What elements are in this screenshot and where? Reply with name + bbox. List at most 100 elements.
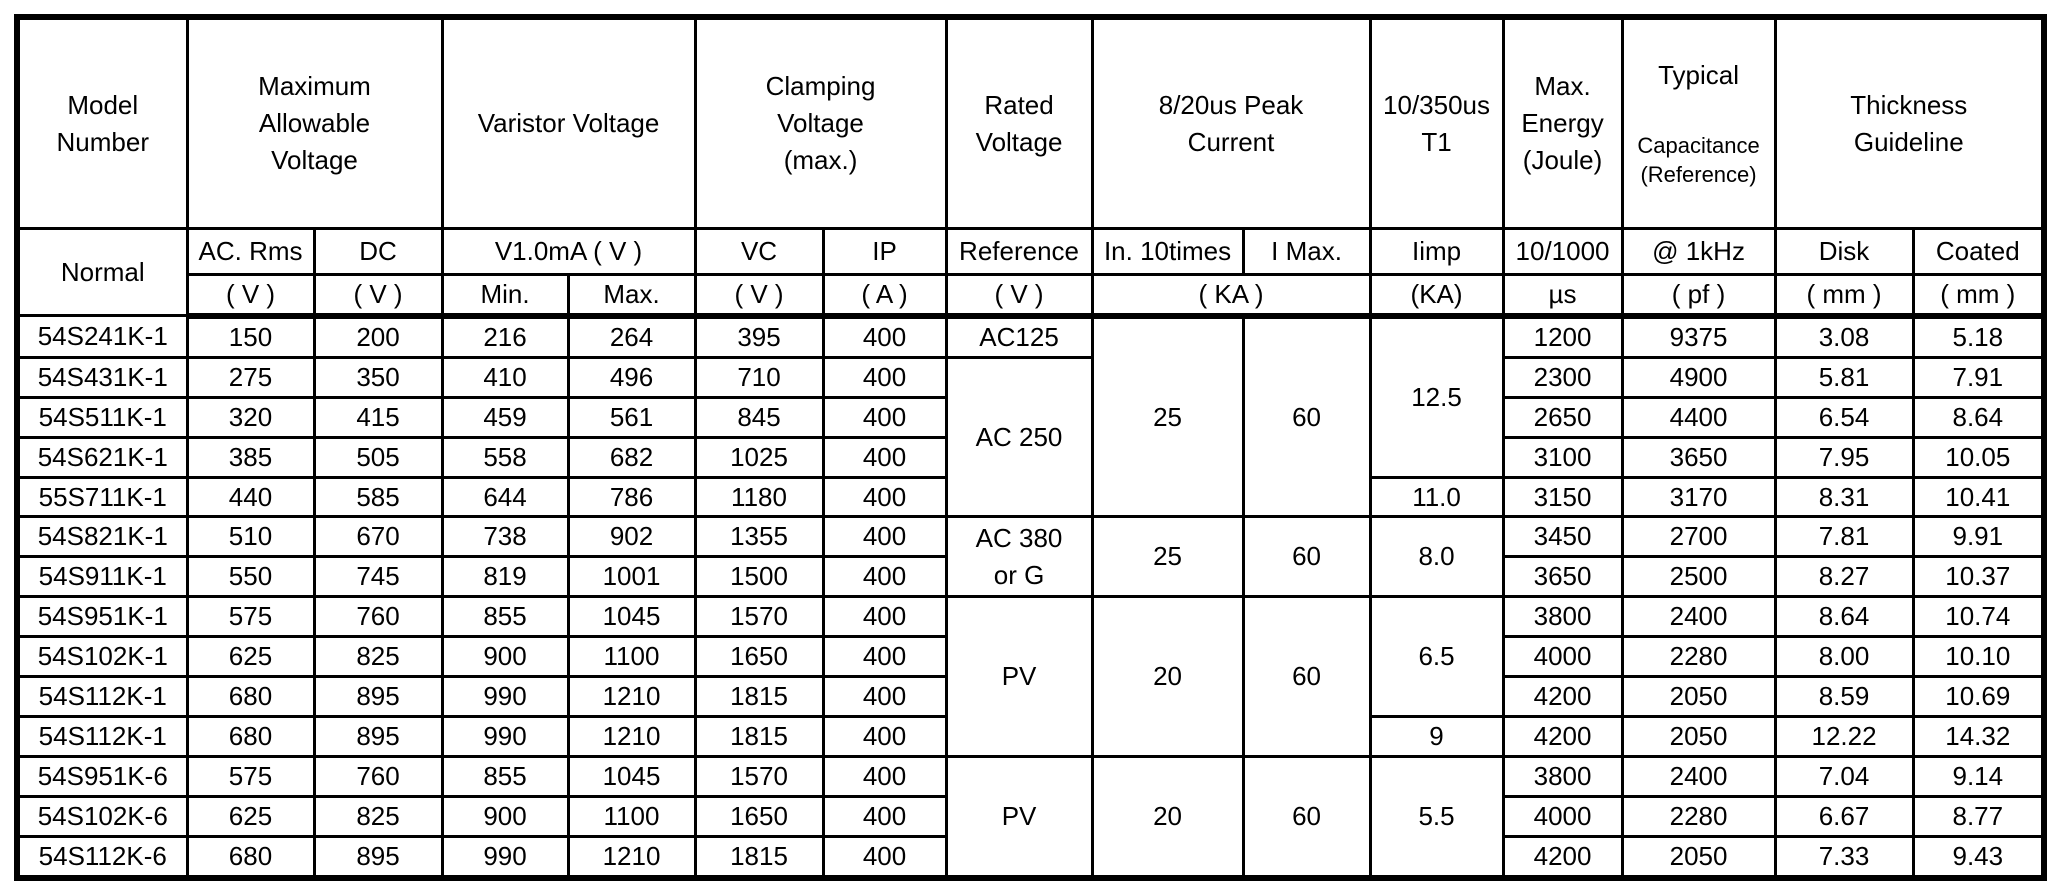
table-row: 54S112K-1 680 895 990 1210 1815 400 4200… (15, 675, 2046, 718)
table-row: 54S102K-1 625 825 900 1100 1650 400 4000… (15, 635, 2046, 679)
table-row: 54S241K-1 150 200 216 264 395 400 AC125 … (15, 314, 2046, 519)
subheader-i-max: I Max. (1241, 227, 1372, 276)
subheader-10-1000: 10/1000 (1501, 227, 1624, 276)
cell-model: 54S112K-6 (15, 834, 189, 880)
cell-ip: 400 (821, 834, 948, 880)
cell-vmin: 819 (440, 555, 570, 599)
header-row-groups: Model Number Maximum Allowable Voltage V… (15, 15, 2046, 230)
cell-disk: 7.33 (1773, 834, 1915, 880)
subheader-iimp: Iimp (1368, 227, 1505, 276)
unit-max: Max. (566, 272, 697, 319)
cell-ip: 400 (821, 435, 948, 479)
cell-coated: 10.41 (1911, 475, 2046, 519)
cell-dc: 200 (312, 314, 444, 359)
subheader-disk: Disk (1773, 227, 1915, 276)
cell-ip: 400 (821, 635, 948, 679)
header-row-units: ( V ) ( V ) Min. Max. ( V ) ( A ) ( V ) … (17, 272, 2046, 319)
cell-vc: 1025 (693, 435, 825, 479)
cell-ac-rms: 275 (185, 355, 316, 399)
cell-energy: 4200 (1501, 834, 1624, 880)
cell-model: 54S241K-1 (15, 314, 189, 359)
cell-reference-group: AC 250 (944, 355, 1094, 519)
cell-vc: 1570 (693, 595, 825, 639)
cell-vc: 1570 (693, 754, 825, 798)
cell-in10times-group: 25 (1090, 515, 1245, 599)
cell-capacitance: 2050 (1620, 714, 1777, 758)
cell-coated: 9.14 (1911, 754, 2046, 798)
unit-dc-v: ( V ) (312, 272, 444, 319)
cell-ac-rms: 440 (185, 475, 316, 519)
subheader-in-10times: In. 10times (1090, 227, 1245, 276)
cell-capacitance: 2400 (1620, 754, 1777, 798)
unit-iimp-ka: (KA) (1368, 272, 1505, 319)
cell-imax-group: 60 (1241, 515, 1372, 599)
cell-vc: 1815 (693, 675, 825, 718)
unit-min: Min. (440, 272, 570, 319)
cell-energy: 2650 (1501, 395, 1624, 439)
cell-vmax: 1100 (566, 794, 697, 838)
cell-disk: 7.04 (1773, 754, 1915, 798)
cell-vmin: 216 (440, 314, 570, 359)
header-clamping-voltage: Clamping Voltage (max.) (693, 15, 948, 230)
cell-dc: 505 (312, 435, 444, 479)
unit-ip-a: ( A ) (821, 272, 948, 319)
cell-ip: 400 (821, 475, 948, 519)
header-model-number: Model Number (15, 15, 189, 230)
cell-dc: 585 (312, 475, 444, 519)
cell-capacitance: 2050 (1620, 834, 1777, 880)
cell-disk: 8.27 (1773, 555, 1915, 599)
cell-imax-group: 60 (1241, 754, 1372, 880)
cell-ip: 400 (821, 355, 948, 399)
cell-energy: 4000 (1501, 635, 1624, 679)
cell-ip: 400 (821, 794, 948, 838)
cell-vmax: 1210 (566, 714, 697, 758)
cell-vmax: 1210 (566, 834, 697, 880)
cell-model: 54S951K-1 (15, 595, 189, 639)
cell-capacitance: 2050 (1620, 675, 1777, 718)
cell-vmin: 410 (440, 355, 570, 399)
cell-disk: 3.08 (1773, 314, 1915, 359)
cell-energy: 3450 (1501, 515, 1624, 559)
cell-disk: 5.81 (1773, 355, 1915, 399)
cell-reference-group: AC 380 or G (944, 515, 1094, 599)
cell-ip: 400 (821, 515, 948, 559)
cell-dc: 895 (312, 714, 444, 758)
cell-model: 54S621K-1 (15, 435, 189, 479)
cell-energy: 1200 (1501, 314, 1624, 359)
cell-ac-rms: 625 (185, 635, 316, 679)
cell-capacitance: 3650 (1620, 435, 1777, 479)
cell-energy: 3150 (1501, 475, 1624, 519)
cell-vc: 1650 (693, 635, 825, 679)
cell-coated: 10.37 (1911, 555, 2046, 599)
cell-vc: 845 (693, 395, 825, 439)
cell-ac-rms: 510 (185, 515, 316, 559)
header-10-350us-t1: 10/350us T1 (1368, 15, 1505, 230)
table-row: 55S711K-1 440 585 644 786 1180 400 11.0 … (15, 475, 2046, 519)
cell-model: 54S511K-1 (15, 395, 189, 439)
cell-coated: 9.43 (1911, 834, 2046, 880)
cell-coated: 5.18 (1911, 314, 2046, 359)
subheader-ip: IP (821, 227, 948, 276)
cell-iimp-group: 8.0 (1368, 515, 1505, 599)
cell-ip: 400 (821, 395, 948, 439)
unit-energy-us: µs (1501, 272, 1624, 319)
cell-iimp-group: 11.0 (1368, 475, 1505, 519)
unit-coated-mm: ( mm ) (1911, 272, 2046, 319)
cell-disk: 7.81 (1773, 515, 1915, 559)
cell-vc: 710 (693, 355, 825, 399)
cell-ip: 400 (821, 314, 948, 359)
header-thickness-guideline: Thickness Guideline (1773, 15, 2046, 230)
subheader-reference: Reference (944, 227, 1094, 276)
capacitance-subtitle: Capacitance (Reference) (1637, 132, 1760, 188)
cell-dc: 745 (312, 555, 444, 599)
cell-model: 54S112K-1 (15, 714, 189, 758)
cell-capacitance: 2400 (1620, 595, 1777, 639)
table-row: 54S112K-1 680 895 990 1210 1815 400 9 42… (15, 714, 2046, 758)
cell-in10times-group: 20 (1090, 754, 1245, 880)
cell-ac-rms: 575 (185, 754, 316, 798)
cell-energy: 2300 (1501, 355, 1624, 399)
cell-model: 54S431K-1 (15, 355, 189, 399)
cell-dc: 670 (312, 515, 444, 559)
cell-in10times-group: 20 (1090, 595, 1245, 758)
cell-dc: 760 (312, 754, 444, 798)
